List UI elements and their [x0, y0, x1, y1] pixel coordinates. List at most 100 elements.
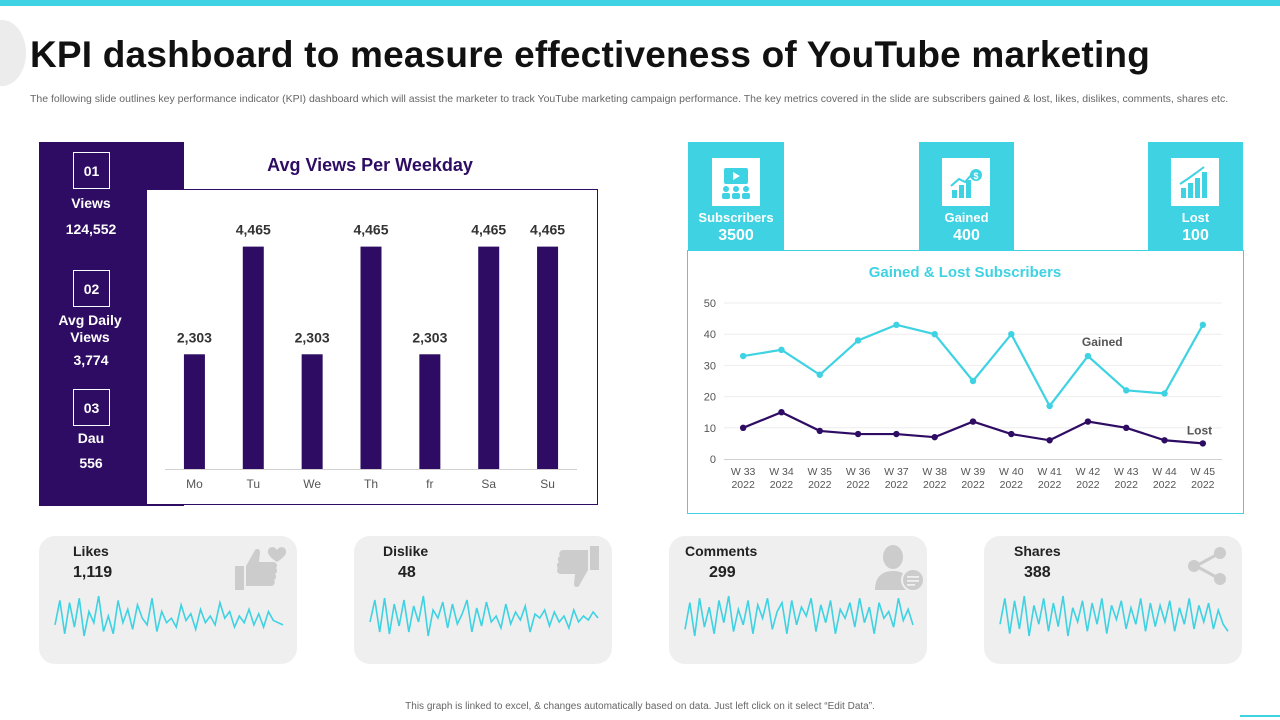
bar-category-label: Su — [540, 477, 555, 491]
bar-value-label: 4,465 — [236, 222, 271, 238]
point-gained — [739, 352, 747, 360]
person-comment-icon — [875, 545, 925, 592]
x-tick-label-week: W 45 — [1191, 466, 1216, 478]
point-gained — [1199, 321, 1207, 329]
subscribers-tile: Subscribers 3500 — [688, 142, 784, 250]
bar-value-label: 2,303 — [412, 329, 447, 345]
gained-label: Gained — [944, 210, 989, 225]
point-lost — [1161, 437, 1168, 444]
bar-Mo — [183, 354, 205, 469]
comments-card: Comments 299 — [669, 536, 927, 664]
point-gained — [854, 337, 862, 344]
point-lost — [931, 433, 938, 441]
y-tick-label: 10 — [704, 423, 716, 435]
x-tick-label-year: 2022 — [1153, 479, 1177, 491]
kpi-value-dau: 556 — [79, 455, 103, 471]
kpi-number-views: 01 — [73, 152, 110, 189]
shares-sparkline — [999, 595, 1229, 637]
x-tick-label-year: 2022 — [885, 479, 909, 491]
line-chart-frame: Gained & Lost Subscribers 0 10 20 30 40 50 W 33… — [687, 250, 1244, 514]
bar-value-label: 4,465 — [530, 222, 565, 238]
shares-label: Shares — [1014, 543, 1061, 559]
x-tick-label-week: W 43 — [1114, 466, 1139, 478]
corner-accent-line — [1240, 715, 1280, 717]
bar-category-label: We — [303, 477, 321, 491]
likes-label: Likes — [73, 543, 109, 559]
point-gained — [1123, 387, 1130, 394]
x-tick-label-year: 2022 — [1000, 479, 1024, 491]
x-tick-label-week: W 34 — [769, 466, 794, 478]
sparkline-path — [684, 595, 914, 637]
svg-text:$: $ — [973, 171, 978, 181]
subscribers-label: Subscribers — [698, 210, 774, 225]
series-label-gained: Gained — [1082, 335, 1123, 349]
point-lost — [1084, 418, 1092, 425]
point-gained — [778, 346, 785, 353]
bar-chart-icon — [1171, 158, 1219, 206]
sparkline-path — [54, 595, 284, 637]
sparkline-path — [369, 595, 599, 637]
x-tick-label-week: W 40 — [999, 466, 1024, 478]
bar-category-label: fr — [426, 477, 433, 491]
x-tick-label-year: 2022 — [961, 479, 985, 491]
likes-card: Likes 1,119 — [39, 536, 297, 664]
lost-value: 100 — [1182, 227, 1209, 244]
bar-chart-title: Avg Views Per Weekday — [267, 155, 473, 175]
x-tick-label-year: 2022 — [731, 479, 755, 491]
point-lost — [739, 424, 747, 431]
bar-chart: 2,303 Mo 4,465 Tu 2,303 We 4,465 Th 2,303 fr 4,465… — [165, 222, 577, 491]
shares-card: Shares 388 — [984, 536, 1242, 664]
share-icon — [1188, 547, 1226, 585]
point-gained — [1161, 390, 1168, 397]
bar-value-label: 2,303 — [295, 329, 330, 345]
dislike-sparkline — [369, 595, 599, 637]
kpi-value-views: 124,552 — [65, 221, 117, 237]
point-lost — [1199, 440, 1207, 447]
point-gained — [816, 371, 823, 378]
point-lost — [1008, 430, 1015, 438]
x-tick-label-week: W 44 — [1152, 466, 1177, 478]
x-tick-label-year: 2022 — [808, 479, 832, 491]
thumbs-down-icon — [556, 546, 599, 587]
y-tick-label: 40 — [704, 329, 716, 341]
kpi-value-avg-daily-views: 3,774 — [73, 352, 109, 368]
bar-value-label: 2,303 — [177, 329, 212, 345]
likes-value: 1,119 — [73, 564, 113, 581]
bar-category-label: Mo — [186, 477, 203, 491]
x-tick-label-year: 2022 — [1076, 479, 1100, 491]
point-lost — [854, 430, 862, 438]
x-tick-label-week: W 39 — [961, 466, 986, 478]
point-lost — [1046, 437, 1053, 444]
point-gained — [1046, 402, 1053, 410]
kpi-number-dau: 03 — [73, 389, 110, 426]
dislike-card: Dislike 48 — [354, 536, 612, 664]
y-tick-label: 30 — [704, 360, 716, 372]
kpi-number-avg-daily-views: 02 — [73, 270, 110, 307]
x-tick-label-week: W 36 — [846, 466, 871, 478]
x-tick-label-week: W 35 — [808, 466, 833, 478]
x-tick-label-year: 2022 — [1115, 479, 1139, 491]
bar-Su — [537, 246, 559, 469]
bar-category-label: Sa — [481, 477, 496, 491]
likes-sparkline — [54, 595, 284, 637]
comments-value: 299 — [709, 564, 736, 581]
page-title: KPI dashboard to measure effectiveness o… — [30, 34, 1151, 75]
bar-chart-frame: 2,303 Mo 4,465 Tu 2,303 We 4,465 Th 2,303 fr 4,465… — [146, 189, 598, 505]
bar-Sa — [478, 246, 500, 469]
subscribers-value: 3500 — [718, 227, 754, 244]
corner-decoration — [0, 20, 26, 86]
point-lost — [816, 427, 823, 435]
gained-tile: $ Gained 400 — [919, 142, 1014, 250]
series-label-lost: Lost — [1187, 423, 1212, 437]
y-tick-label: 20 — [704, 392, 716, 404]
bar-We — [301, 354, 323, 469]
bar-Tu — [242, 246, 264, 469]
sparkline-path — [999, 595, 1229, 637]
audience-icon — [712, 158, 760, 206]
x-tick-label-week: W 33 — [731, 466, 756, 478]
comments-sparkline — [684, 595, 914, 637]
page-subtitle: The following slide outlines key perform… — [30, 93, 1229, 105]
point-gained — [1008, 331, 1015, 338]
kpi-label-views: Views — [71, 195, 111, 211]
line-chart: Gained & Lost Subscribers 0 10 20 30 40 50 W 33… — [704, 264, 1222, 491]
